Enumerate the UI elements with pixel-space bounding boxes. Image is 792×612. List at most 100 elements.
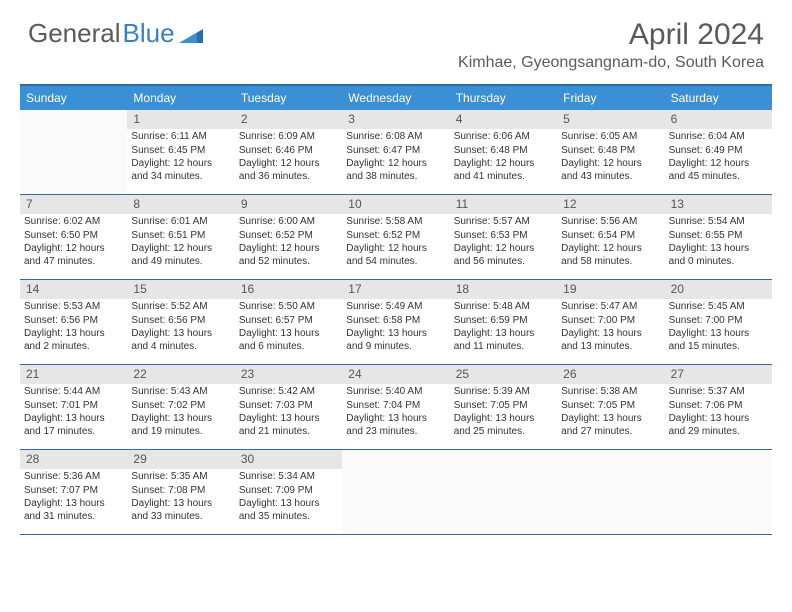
day-body: Sunrise: 5:52 AMSunset: 6:56 PMDaylight:…: [127, 299, 234, 358]
daylight-text: Daylight: 13 hours and 11 minutes.: [454, 328, 553, 353]
daylight-text: Daylight: 13 hours and 31 minutes.: [24, 498, 123, 523]
day-number: 7: [20, 195, 127, 214]
day-body: Sunrise: 6:04 AMSunset: 6:49 PMDaylight:…: [665, 129, 772, 188]
day-number: 15: [127, 280, 234, 299]
page-header: GeneralBlue April 2024 Kimhae, Gyeongsan…: [0, 0, 792, 78]
sunset-text: Sunset: 7:00 PM: [669, 315, 768, 328]
day-number: 11: [450, 195, 557, 214]
daylight-text: Daylight: 13 hours and 33 minutes.: [131, 498, 230, 523]
weekday-header: Tuesday: [235, 86, 342, 110]
sunrise-text: Sunrise: 5:47 AM: [561, 301, 660, 314]
daylight-text: Daylight: 13 hours and 6 minutes.: [239, 328, 338, 353]
daylight-text: Daylight: 13 hours and 27 minutes.: [561, 413, 660, 438]
week-row: 14Sunrise: 5:53 AMSunset: 6:56 PMDayligh…: [20, 280, 772, 365]
week-row: 7Sunrise: 6:02 AMSunset: 6:50 PMDaylight…: [20, 195, 772, 280]
day-cell: 30Sunrise: 5:34 AMSunset: 7:09 PMDayligh…: [235, 450, 342, 534]
week-row: 28Sunrise: 5:36 AMSunset: 7:07 PMDayligh…: [20, 450, 772, 535]
day-body: Sunrise: 6:01 AMSunset: 6:51 PMDaylight:…: [127, 214, 234, 273]
day-body: Sunrise: 6:08 AMSunset: 6:47 PMDaylight:…: [342, 129, 449, 188]
day-cell: 19Sunrise: 5:47 AMSunset: 7:00 PMDayligh…: [557, 280, 664, 364]
location-text: Kimhae, Gyeongsangnam-do, South Korea: [458, 54, 764, 72]
sunset-text: Sunset: 6:48 PM: [561, 145, 660, 158]
day-cell: 26Sunrise: 5:38 AMSunset: 7:05 PMDayligh…: [557, 365, 664, 449]
day-number: 6: [665, 110, 772, 129]
month-title: April 2024: [458, 18, 764, 52]
sunset-text: Sunset: 7:08 PM: [131, 485, 230, 498]
sunrise-text: Sunrise: 5:49 AM: [346, 301, 445, 314]
weekday-header: Friday: [557, 86, 664, 110]
sunrise-text: Sunrise: 5:43 AM: [131, 386, 230, 399]
daylight-text: Daylight: 13 hours and 4 minutes.: [131, 328, 230, 353]
daylight-text: Daylight: 12 hours and 36 minutes.: [239, 158, 338, 183]
day-body: Sunrise: 5:43 AMSunset: 7:02 PMDaylight:…: [127, 384, 234, 443]
day-number: 19: [557, 280, 664, 299]
sunset-text: Sunset: 7:01 PM: [24, 400, 123, 413]
sunset-text: Sunset: 6:56 PM: [131, 315, 230, 328]
day-number: 24: [342, 365, 449, 384]
daylight-text: Daylight: 13 hours and 15 minutes.: [669, 328, 768, 353]
day-number: 16: [235, 280, 342, 299]
sunset-text: Sunset: 6:48 PM: [454, 145, 553, 158]
day-body: Sunrise: 6:05 AMSunset: 6:48 PMDaylight:…: [557, 129, 664, 188]
sunset-text: Sunset: 7:00 PM: [561, 315, 660, 328]
sunset-text: Sunset: 7:05 PM: [454, 400, 553, 413]
day-cell-empty: [557, 450, 664, 534]
day-body: Sunrise: 5:42 AMSunset: 7:03 PMDaylight:…: [235, 384, 342, 443]
sunset-text: Sunset: 6:49 PM: [669, 145, 768, 158]
sunrise-text: Sunrise: 6:08 AM: [346, 131, 445, 144]
day-cell-empty: [450, 450, 557, 534]
logo-text-2: Blue: [123, 18, 175, 49]
sunset-text: Sunset: 6:46 PM: [239, 145, 338, 158]
sunset-text: Sunset: 6:53 PM: [454, 230, 553, 243]
day-number: 22: [127, 365, 234, 384]
day-body: Sunrise: 6:00 AMSunset: 6:52 PMDaylight:…: [235, 214, 342, 273]
day-number: 8: [127, 195, 234, 214]
day-number: 2: [235, 110, 342, 129]
daylight-text: Daylight: 13 hours and 29 minutes.: [669, 413, 768, 438]
sunset-text: Sunset: 7:09 PM: [239, 485, 338, 498]
sunrise-text: Sunrise: 5:50 AM: [239, 301, 338, 314]
day-cell: 28Sunrise: 5:36 AMSunset: 7:07 PMDayligh…: [20, 450, 127, 534]
day-body: Sunrise: 6:11 AMSunset: 6:45 PMDaylight:…: [127, 129, 234, 188]
sunset-text: Sunset: 6:55 PM: [669, 230, 768, 243]
daylight-text: Daylight: 12 hours and 41 minutes.: [454, 158, 553, 183]
day-number: 17: [342, 280, 449, 299]
day-number: 29: [127, 450, 234, 469]
weekday-header: Monday: [127, 86, 234, 110]
day-body: Sunrise: 5:39 AMSunset: 7:05 PMDaylight:…: [450, 384, 557, 443]
day-body: Sunrise: 6:06 AMSunset: 6:48 PMDaylight:…: [450, 129, 557, 188]
day-body: Sunrise: 5:44 AMSunset: 7:01 PMDaylight:…: [20, 384, 127, 443]
daylight-text: Daylight: 12 hours and 43 minutes.: [561, 158, 660, 183]
day-cell: 6Sunrise: 6:04 AMSunset: 6:49 PMDaylight…: [665, 110, 772, 194]
day-number: 5: [557, 110, 664, 129]
logo: GeneralBlue: [28, 18, 203, 49]
daylight-text: Daylight: 13 hours and 13 minutes.: [561, 328, 660, 353]
sunrise-text: Sunrise: 5:39 AM: [454, 386, 553, 399]
sunrise-text: Sunrise: 5:34 AM: [239, 471, 338, 484]
daylight-text: Daylight: 12 hours and 38 minutes.: [346, 158, 445, 183]
weekday-header-row: SundayMondayTuesdayWednesdayThursdayFrid…: [20, 86, 772, 110]
sunset-text: Sunset: 7:02 PM: [131, 400, 230, 413]
day-number: 1: [127, 110, 234, 129]
day-cell: 4Sunrise: 6:06 AMSunset: 6:48 PMDaylight…: [450, 110, 557, 194]
daylight-text: Daylight: 13 hours and 25 minutes.: [454, 413, 553, 438]
day-cell: 9Sunrise: 6:00 AMSunset: 6:52 PMDaylight…: [235, 195, 342, 279]
day-number: 14: [20, 280, 127, 299]
sunset-text: Sunset: 6:51 PM: [131, 230, 230, 243]
day-cell: 25Sunrise: 5:39 AMSunset: 7:05 PMDayligh…: [450, 365, 557, 449]
day-body: Sunrise: 5:48 AMSunset: 6:59 PMDaylight:…: [450, 299, 557, 358]
day-number: 28: [20, 450, 127, 469]
sunset-text: Sunset: 6:54 PM: [561, 230, 660, 243]
sunset-text: Sunset: 6:52 PM: [239, 230, 338, 243]
sunrise-text: Sunrise: 5:37 AM: [669, 386, 768, 399]
day-cell: 3Sunrise: 6:08 AMSunset: 6:47 PMDaylight…: [342, 110, 449, 194]
day-number: 9: [235, 195, 342, 214]
daylight-text: Daylight: 12 hours and 52 minutes.: [239, 243, 338, 268]
day-number: 27: [665, 365, 772, 384]
day-body: Sunrise: 5:40 AMSunset: 7:04 PMDaylight:…: [342, 384, 449, 443]
sunrise-text: Sunrise: 5:58 AM: [346, 216, 445, 229]
daylight-text: Daylight: 13 hours and 2 minutes.: [24, 328, 123, 353]
logo-triangle-icon: [179, 19, 203, 37]
daylight-text: Daylight: 12 hours and 34 minutes.: [131, 158, 230, 183]
day-body: Sunrise: 5:47 AMSunset: 7:00 PMDaylight:…: [557, 299, 664, 358]
